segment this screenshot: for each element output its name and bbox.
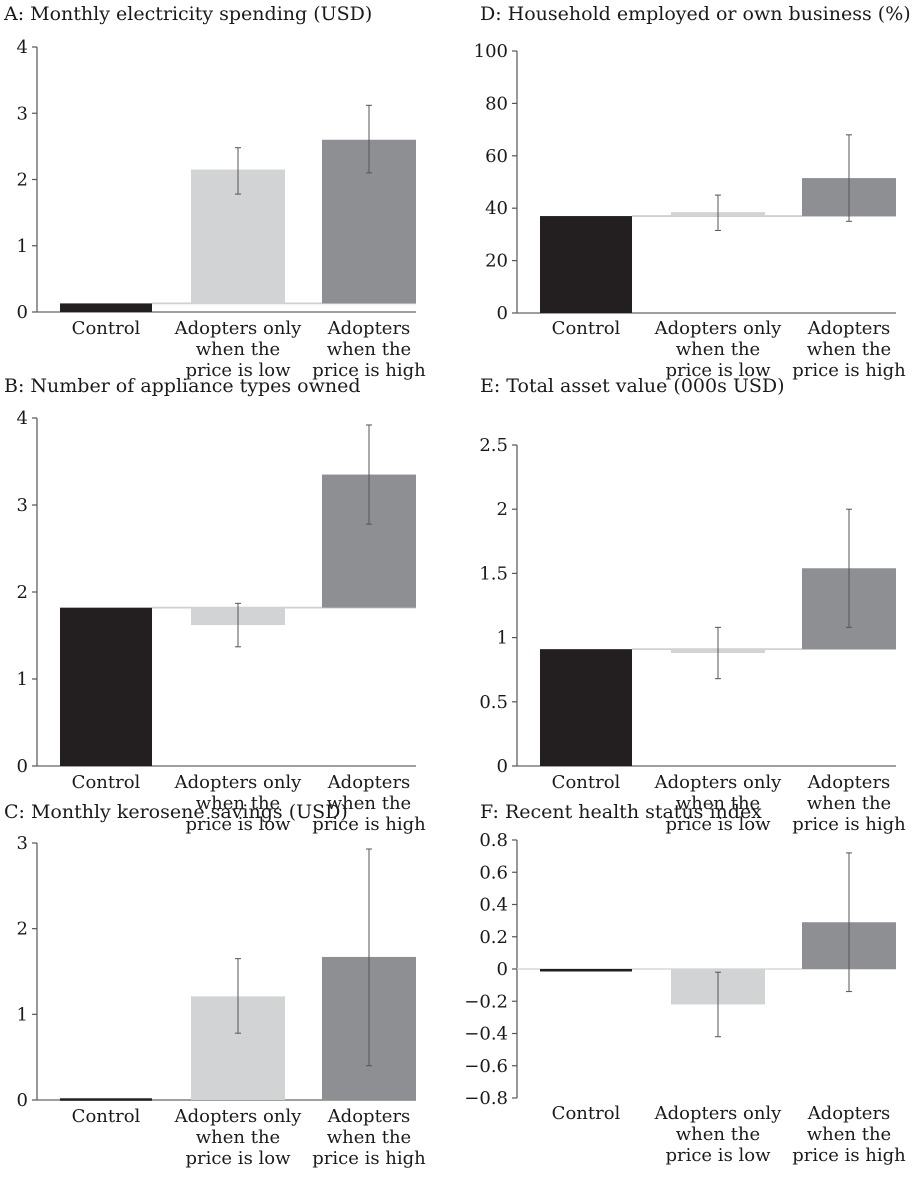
panel-c-ytick-label: 3 (17, 833, 28, 854)
panel-d-error-bar-adopters-high-price (846, 134, 852, 222)
panel-f: F: Recent health status index 0.8 0.6 0.4 0.… (464, 801, 906, 1166)
panel-b-category-adopters-high-price: Adopters when the price is high (312, 772, 426, 835)
panel-e-ytick-label: 2.5 (479, 435, 508, 456)
panel-a-ytick-label: 0 (17, 302, 28, 323)
panel-d-title: D: Household employed or own business (%… (480, 3, 911, 25)
panel-d-category-adopters-high-price: Adopters when the price is high (792, 318, 906, 381)
panel-e-bar-control (540, 649, 632, 766)
panel-b-bar-control (60, 607, 152, 766)
panel-f-ytick-label: −0.6 (464, 1056, 508, 1077)
panel-d-category-adopters-low-price: Adopters only when the price is low (654, 318, 783, 381)
panel-b-ytick-label: 1 (17, 669, 28, 690)
panel-d-bar-control (540, 216, 632, 313)
panel-d: D: Household employed or own business (%… (474, 3, 911, 381)
panel-a-bar-control (60, 303, 152, 312)
panel-f-category-control: Control (552, 1103, 621, 1124)
panel-c-bar-control (60, 1098, 152, 1101)
panel-c-error-bar-adopters-high-price (366, 848, 372, 1067)
panel-e-category-adopters-high-price: Adopters when the price is high (792, 772, 906, 835)
panel-a-ytick-label: 4 (17, 37, 28, 58)
panel-b-error-bar-adopters-low-price (235, 602, 241, 648)
panel-c-ytick-label: 0 (17, 1090, 28, 1111)
panel-c-title: C: Monthly kerosene savings (USD) (4, 801, 348, 823)
panel-d-ytick-label: 80 (485, 93, 508, 114)
panel-b-category-control: Control (72, 772, 141, 793)
panel-a: A: Monthly electricity spending (USD) 0 1 2… (3, 3, 426, 381)
panel-e-ytick-label: 1.5 (479, 563, 508, 584)
panel-a-title: A: Monthly electricity spending (USD) (3, 3, 372, 25)
panel-b-ytick-label: 3 (17, 495, 28, 516)
panel-e-error-bar-adopters-low-price (715, 626, 721, 680)
panel-f-error-bar-adopters-high-price (846, 852, 852, 993)
panel-c: C: Monthly kerosene savings (USD) 0 1 2 3 Con… (4, 801, 426, 1169)
panel-c-category-adopters-high-price: Adopters when the price is high (312, 1106, 426, 1169)
panel-c-category-adopters-low-price: Adopters only when the price is low (174, 1106, 303, 1169)
panel-b-error-bar-adopters-high-price (366, 424, 372, 525)
panel-a-category-control: Control (72, 318, 141, 339)
panel-b: B: Number of appliance types owned 0 1 2 3 4 C… (4, 375, 426, 835)
panel-f-title: F: Recent health status index (480, 801, 762, 823)
panel-f-ytick-label: 0.2 (479, 927, 508, 948)
panel-b-category-adopters-low-price: Adopters only when the price is low (174, 772, 303, 835)
panel-b-ytick-label: 0 (17, 756, 28, 777)
panel-f-error-bar-adopters-low-price (715, 971, 721, 1038)
panel-a-ytick-label: 2 (17, 170, 28, 191)
panel-e-ytick-label: 1 (497, 628, 508, 649)
panel-f-ytick-label: −0.8 (464, 1088, 508, 1109)
panel-a-error-bar-adopters-high-price (366, 104, 372, 174)
panel-e: E: Total asset value (000s USD) 0 0.5 1 1.5 2… (479, 375, 906, 835)
panel-f-ytick-label: 0.8 (479, 830, 508, 851)
panel-b-title: B: Number of appliance types owned (4, 375, 361, 397)
panel-d-ytick-label: 60 (485, 146, 508, 167)
panel-d-ytick-label: 40 (485, 198, 508, 219)
panel-e-title: E: Total asset value (000s USD) (480, 375, 785, 397)
panel-f-ytick-label: 0.6 (479, 862, 508, 883)
panel-f-bar-control (540, 969, 632, 972)
panel-a-category-adopters-high-price: Adopters when the price is high (312, 318, 426, 381)
panel-e-ytick-label: 0 (497, 756, 508, 777)
panel-b-ytick-label: 4 (17, 408, 28, 429)
panel-b-ytick-label: 2 (17, 582, 28, 603)
panel-d-error-bar-adopters-low-price (715, 194, 721, 231)
panel-d-ytick-label: 100 (474, 41, 508, 62)
panel-d-category-control: Control (552, 318, 621, 339)
panel-f-category-adopters-high-price: Adopters when the price is high (792, 1103, 906, 1166)
panel-a-ytick-label: 3 (17, 103, 28, 124)
panel-e-ytick-label: 0.5 (479, 692, 508, 713)
panel-c-ytick-label: 1 (17, 1004, 28, 1025)
panel-f-ytick-label: 0 (497, 959, 508, 980)
panel-e-error-bar-adopters-high-price (846, 508, 852, 628)
panel-f-ytick-label: −0.4 (464, 1024, 508, 1045)
panel-a-error-bar-adopters-low-price (235, 147, 241, 195)
panel-c-error-bar-adopters-low-price (235, 958, 241, 1034)
panel-f-ytick-label: −0.2 (464, 991, 508, 1012)
panel-f-ytick-label: 0.4 (479, 895, 508, 916)
panel-d-ytick-label: 20 (485, 251, 508, 272)
panel-e-category-adopters-low-price: Adopters only when the price is low (654, 772, 783, 835)
panel-d-ytick-label: 0 (497, 303, 508, 324)
panel-c-category-control: Control (72, 1106, 141, 1127)
panel-a-category-adopters-low-price: Adopters only when the price is low (174, 318, 303, 381)
panel-e-ytick-label: 2 (497, 499, 508, 520)
panel-a-ytick-label: 1 (17, 236, 28, 257)
panel-e-category-control: Control (552, 772, 621, 793)
panel-c-ytick-label: 2 (17, 919, 28, 940)
panel-f-category-adopters-low-price: Adopters only when the price is low (654, 1103, 783, 1166)
